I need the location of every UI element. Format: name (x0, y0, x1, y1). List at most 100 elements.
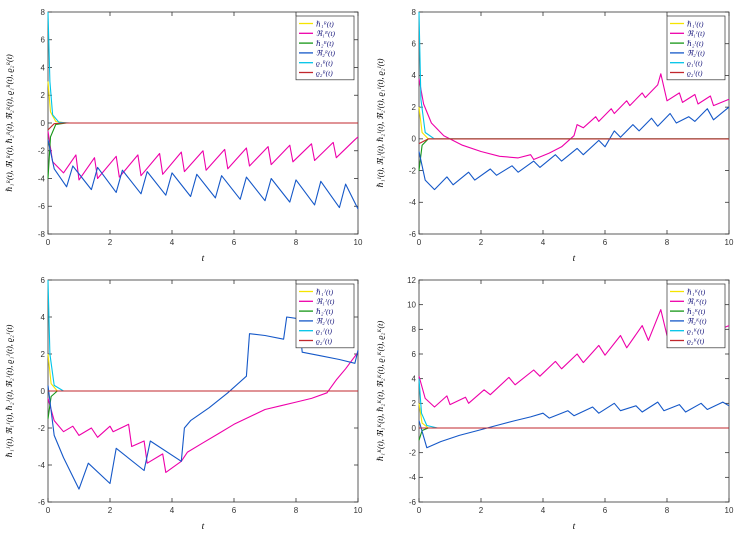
svg-text:0: 0 (411, 424, 416, 433)
chart-svg: 0 2 4 6 8 10 -6 -4 -2 0 2 4 6 8 10 12 t ℏ₁ᴷ(t), ℜ₁ᴷ(t), ℏ… (376, 276, 734, 532)
svg-text:0: 0 (40, 119, 45, 128)
y-axis-label: ℏ₁ᴿ(t), ℜ₁ᴿ(t), ℏ₂ᴿ(t), ℜ₂ᴿ(t), ϱ₁ᴿ(t), … (5, 54, 14, 192)
svg-text:8: 8 (411, 8, 416, 17)
svg-text:-6: -6 (408, 230, 416, 239)
svg-text:4: 4 (169, 506, 174, 515)
chart-svg: 0 2 4 6 8 10 -6 -4 -2 0 2 4 6 t ℏ₁ᴶ(t), ℜ₁ᴶ(t), ℏ₂ᴶ(t)… (5, 276, 363, 532)
svg-text:ϱ₂ᴿ(t): ϱ₂ᴿ(t) (316, 68, 333, 77)
chart-svg: 0 2 4 6 8 10 -6 -4 -2 0 2 4 6 8 t ℏ₁ᴵ(t), ℜ₁ᴵ(t), ℏ₂ᴵ(t… (376, 8, 734, 264)
svg-text:ℜ₂ᴷ(t): ℜ₂ᴷ(t) (687, 317, 707, 326)
subplot-imaginary-j-part: 0 2 4 6 8 10 -6 -4 -2 0 2 4 6 t ℏ₁ᴶ(t), ℜ₁ᴶ(t), ℏ₂ᴶ(t)… (0, 268, 371, 536)
svg-text:0: 0 (40, 387, 45, 396)
svg-text:8: 8 (40, 8, 45, 17)
svg-text:0: 0 (416, 238, 421, 247)
svg-text:-2: -2 (408, 166, 416, 175)
svg-text:6: 6 (602, 506, 607, 515)
svg-text:4: 4 (40, 313, 45, 322)
svg-text:-2: -2 (408, 448, 416, 457)
svg-text:ℜ₁ᴶ(t): ℜ₁ᴶ(t) (316, 297, 335, 306)
svg-text:ℏ₂ᴷ(t): ℏ₂ᴷ(t) (687, 307, 706, 316)
svg-text:4: 4 (40, 63, 45, 72)
svg-text:12: 12 (407, 276, 416, 285)
svg-text:ℏ₁ᴵ(t): ℏ₁ᴵ(t) (687, 19, 704, 28)
svg-text:0: 0 (416, 506, 421, 515)
svg-text:4: 4 (540, 506, 545, 515)
svg-text:ℏ₂ᴶ(t): ℏ₂ᴶ(t) (316, 307, 334, 316)
svg-text:10: 10 (353, 238, 362, 247)
svg-text:10: 10 (724, 506, 733, 515)
svg-text:ϱ₁ᴿ(t): ϱ₁ᴿ(t) (316, 59, 333, 68)
svg-text:8: 8 (664, 506, 669, 515)
subplot-imaginary-i-part: 0 2 4 6 8 10 -6 -4 -2 0 2 4 6 8 t ℏ₁ᴵ(t), ℜ₁ᴵ(t), ℏ₂ᴵ(t… (371, 0, 742, 268)
svg-text:ℜ₁ᴵ(t): ℜ₁ᴵ(t) (687, 29, 705, 38)
svg-text:0: 0 (411, 135, 416, 144)
svg-text:-6: -6 (408, 498, 416, 507)
legend-box (295, 283, 354, 349)
x-axis-label: t (572, 254, 575, 264)
svg-text:-2: -2 (37, 147, 45, 156)
svg-text:10: 10 (407, 300, 416, 309)
svg-text:6: 6 (40, 276, 45, 285)
svg-text:ϱ₁ᴵ(t): ϱ₁ᴵ(t) (687, 59, 703, 68)
series-line (46, 131, 358, 181)
svg-text:4: 4 (411, 71, 416, 80)
svg-text:-4: -4 (408, 473, 416, 482)
svg-text:ℏ₁ᴿ(t): ℏ₁ᴿ(t) (316, 19, 334, 28)
svg-text:ℏ₂ᴿ(t): ℏ₂ᴿ(t) (316, 39, 334, 48)
svg-text:4: 4 (411, 374, 416, 383)
svg-text:-4: -4 (408, 198, 416, 207)
svg-text:2: 2 (40, 91, 45, 100)
svg-text:6: 6 (231, 238, 236, 247)
x-axis-label: t (572, 522, 575, 532)
svg-text:ℜ₂ᴶ(t): ℜ₂ᴶ(t) (316, 317, 335, 326)
svg-text:8: 8 (664, 238, 669, 247)
svg-text:2: 2 (107, 506, 112, 515)
y-axis-label: ℏ₁ᴵ(t), ℜ₁ᴵ(t), ℏ₂ᴵ(t), ℜ₂ᴵ(t), ϱ₁ᴵ(t), … (376, 58, 385, 187)
y-axis-label: ℏ₁ᴷ(t), ℜ₁ᴷ(t), ℏ₂ᴷ(t), ℜ₂ᴷ(t), ϱ₁ᴷ(t), … (376, 321, 385, 462)
svg-text:6: 6 (40, 36, 45, 45)
svg-text:4: 4 (540, 238, 545, 247)
svg-text:-6: -6 (37, 202, 45, 211)
series-line (417, 73, 729, 161)
svg-text:ℜ₂ᴿ(t): ℜ₂ᴿ(t) (316, 49, 336, 58)
svg-text:2: 2 (478, 506, 483, 515)
svg-text:ϱ₁ᴶ(t): ϱ₁ᴶ(t) (316, 327, 333, 336)
series-line (46, 316, 359, 490)
x-axis-label: t (201, 522, 204, 532)
svg-text:ℏ₁ᴶ(t): ℏ₁ᴶ(t) (316, 287, 334, 296)
svg-text:-4: -4 (37, 174, 45, 183)
subplot-imaginary-k-part: 0 2 4 6 8 10 -6 -4 -2 0 2 4 6 8 10 12 t ℏ₁ᴷ(t), ℜ₁ᴷ(t), ℏ… (371, 268, 742, 536)
y-axis-label: ℏ₁ᴶ(t), ℜ₁ᴶ(t), ℏ₂ᴶ(t), ℜ₂ᴶ(t), ϱ₁ᴶ(t), … (5, 324, 14, 457)
svg-text:2: 2 (411, 399, 416, 408)
svg-text:6: 6 (411, 40, 416, 49)
svg-text:ℜ₂ᴵ(t): ℜ₂ᴵ(t) (687, 49, 705, 58)
legend-box (666, 15, 725, 81)
subplot-real-part: 0 2 4 6 8 10 -8 -6 -4 -2 0 2 4 6 8 t ℏ₁ᴿ(t), ℜ₁ᴿ(t), ℏ₂ᴿ… (0, 0, 371, 268)
svg-text:-2: -2 (37, 424, 45, 433)
series-line (46, 139, 358, 210)
svg-text:8: 8 (411, 325, 416, 334)
svg-text:ϱ₁ᴷ(t): ϱ₁ᴷ(t) (687, 327, 705, 336)
svg-text:0: 0 (45, 238, 50, 247)
svg-text:8: 8 (293, 506, 298, 515)
x-axis-label: t (201, 254, 204, 264)
svg-text:10: 10 (353, 506, 362, 515)
svg-text:6: 6 (602, 238, 607, 247)
svg-text:ϱ₂ᴶ(t): ϱ₂ᴶ(t) (316, 336, 333, 345)
chart-svg: 0 2 4 6 8 10 -8 -6 -4 -2 0 2 4 6 8 t ℏ₁ᴿ(t), ℜ₁ᴿ(t), ℏ₂ᴿ… (5, 8, 363, 264)
svg-text:ℏ₂ᴵ(t): ℏ₂ᴵ(t) (687, 39, 704, 48)
svg-text:-4: -4 (37, 461, 45, 470)
svg-text:ϱ₂ᴵ(t): ϱ₂ᴵ(t) (687, 68, 703, 77)
svg-text:ℏ₁ᴷ(t): ℏ₁ᴷ(t) (687, 287, 706, 296)
series-line (417, 401, 729, 449)
svg-text:10: 10 (724, 238, 733, 247)
svg-text:6: 6 (231, 506, 236, 515)
svg-text:2: 2 (411, 103, 416, 112)
svg-text:0: 0 (45, 506, 50, 515)
svg-text:-8: -8 (37, 230, 45, 239)
series-line (47, 122, 358, 131)
svg-text:2: 2 (107, 238, 112, 247)
svg-text:8: 8 (293, 238, 298, 247)
svg-text:4: 4 (169, 238, 174, 247)
